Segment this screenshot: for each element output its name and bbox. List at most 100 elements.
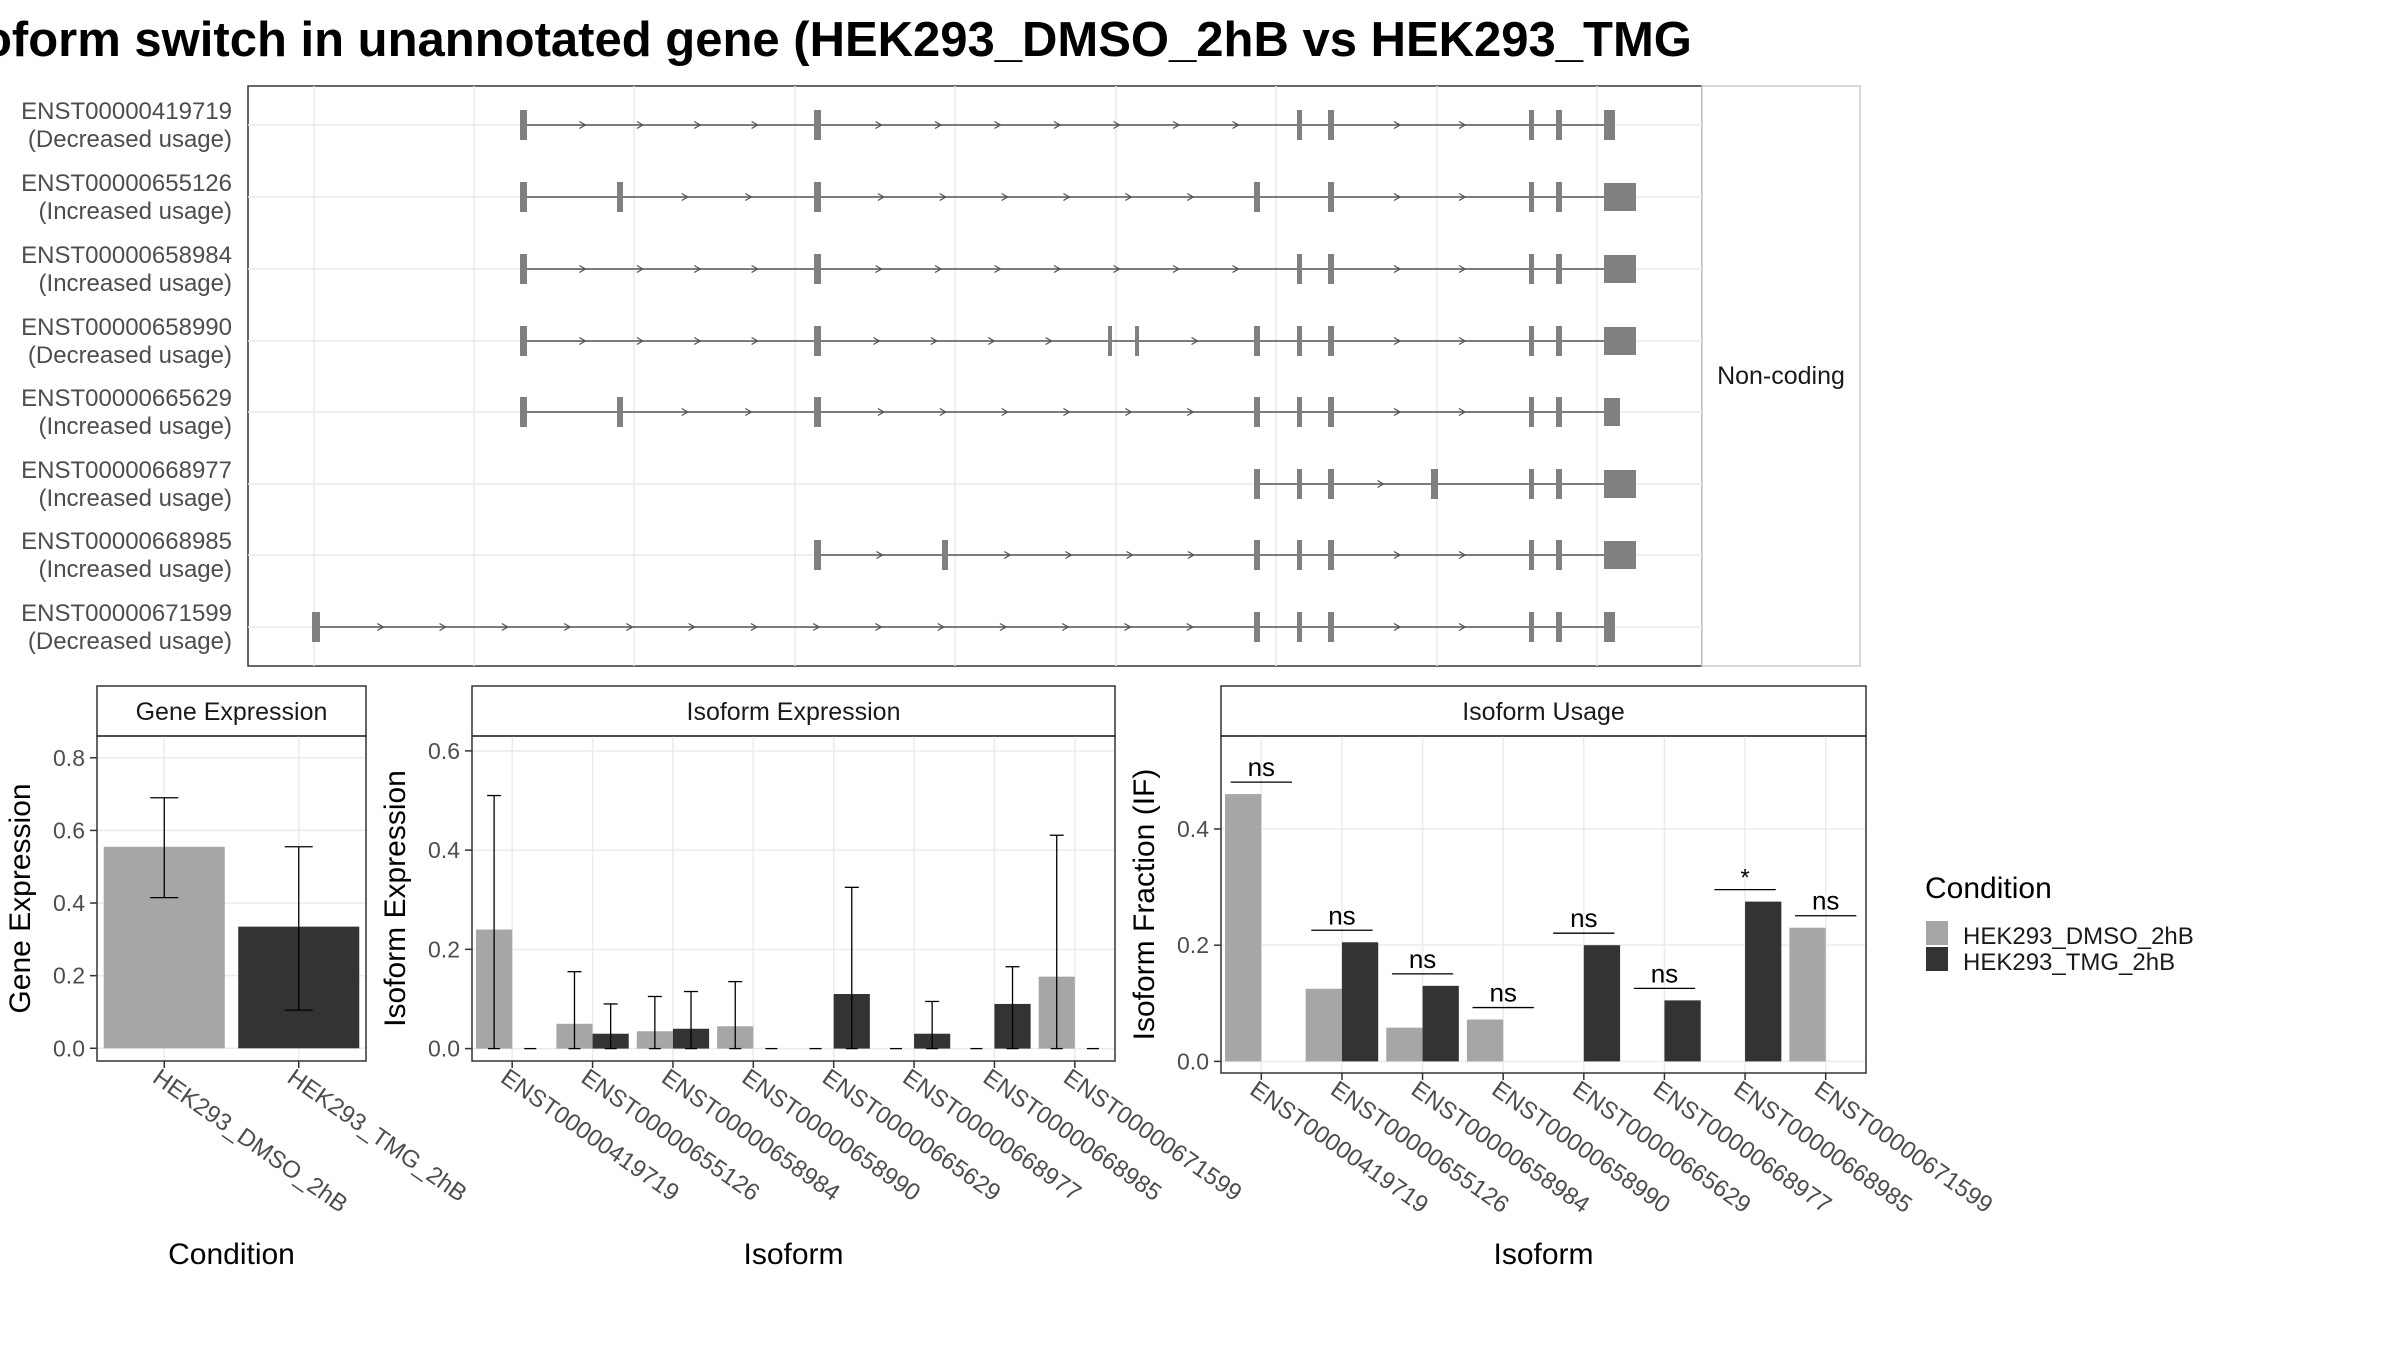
- strand-arrow: [1124, 407, 1133, 417]
- exon: [1108, 326, 1112, 356]
- panel-strip: [96, 685, 367, 737]
- strand-arrow: [1393, 550, 1402, 560]
- exon: [1604, 255, 1636, 283]
- transcript-usage: (Increased usage): [39, 413, 232, 440]
- legend-key-tmg: [1926, 947, 1948, 971]
- strand-arrow: [1393, 264, 1402, 274]
- legend-label-dmso: HEK293_DMSO_2hB: [1963, 923, 2194, 950]
- exon: [1254, 397, 1260, 427]
- exon: [1529, 110, 1534, 140]
- transcript-usage: (Decreased usage): [28, 342, 232, 369]
- bar: [1789, 927, 1826, 1062]
- exon: [814, 326, 821, 356]
- strand-arrow: [1063, 192, 1071, 202]
- transcript-label: ENST00000668985 (Increased usage): [21, 528, 232, 583]
- transcript-label: ENST00000658984 (Increased usage): [21, 242, 232, 297]
- significance-label: ns: [1328, 900, 1355, 930]
- exon: [1529, 469, 1534, 499]
- exon: [1556, 182, 1562, 212]
- y-tick-label: 0.2: [428, 936, 460, 962]
- strand-arrow: [1172, 120, 1181, 130]
- strand-arrow: [1113, 264, 1121, 274]
- strand-arrow: [1065, 550, 1073, 560]
- strand-arrow: [1186, 192, 1195, 202]
- exon: [520, 326, 527, 356]
- legend-title: Condition: [1925, 872, 2052, 905]
- exon: [1297, 110, 1302, 140]
- figure-title: oform switch in unannotated gene (HEK293…: [0, 13, 1692, 67]
- strand-arrow: [994, 120, 1002, 130]
- bar: [1664, 1000, 1701, 1062]
- exon: [814, 254, 821, 284]
- strand-arrow: [1458, 336, 1467, 346]
- exon: [1431, 469, 1438, 499]
- exon: [1556, 469, 1562, 499]
- strand-arrow: [1458, 192, 1467, 202]
- exon: [520, 110, 527, 140]
- significance-label: ns: [1248, 752, 1275, 782]
- panel-title: Gene Expression: [136, 698, 328, 726]
- exon: [814, 110, 821, 140]
- transcript-track: ENST00000655126 (Increased usage): [21, 170, 1702, 225]
- transcript-track: ENST00000658984 (Increased usage): [21, 242, 1702, 297]
- strand-arrow: [939, 192, 948, 202]
- strand-arrow: [1393, 120, 1402, 130]
- transcript-label: ENST00000671599 (Decreased usage): [21, 600, 232, 655]
- transcript-usage: (Increased usage): [39, 556, 232, 583]
- strand-arrow: [636, 336, 645, 346]
- strand-arrow: [875, 622, 883, 632]
- strand-arrow: [750, 622, 759, 632]
- strand-arrow: [751, 120, 759, 130]
- exon: [520, 254, 527, 284]
- transcript-name: ENST00000419719: [21, 98, 232, 125]
- strand-arrow: [751, 336, 759, 346]
- strand-arrow: [693, 120, 702, 130]
- strand-arrow: [987, 336, 996, 346]
- strand-arrow: [937, 622, 945, 632]
- panel-border: [1220, 735, 1867, 1074]
- transcript-label: ENST00000665629 (Increased usage): [21, 385, 232, 440]
- transcript-track: ENST00000658990 (Decreased usage): [21, 314, 1702, 369]
- exon: [1254, 469, 1260, 499]
- exon: [1604, 110, 1615, 140]
- structure-facet-label: Non-coding: [1717, 362, 1845, 390]
- bar: [1745, 901, 1782, 1062]
- y-axis-title: Isoform Expression: [379, 770, 412, 1027]
- transcript-name: ENST00000655126: [21, 170, 232, 197]
- strand-arrow: [439, 622, 447, 632]
- x-axis-title: Isoform: [743, 1238, 843, 1271]
- bar: [1386, 1027, 1423, 1062]
- transcript-usage: (Decreased usage): [28, 628, 232, 655]
- strand-arrow: [1053, 264, 1062, 274]
- strand-arrow: [1186, 622, 1195, 632]
- y-axis-title: Gene Expression: [4, 783, 37, 1013]
- y-tick-label: 0.4: [53, 890, 85, 916]
- exon: [1556, 612, 1562, 642]
- strand-arrow: [994, 264, 1002, 274]
- strand-arrow: [1003, 550, 1012, 560]
- strand-arrow: [681, 407, 689, 417]
- exon: [1297, 540, 1302, 570]
- transcript-usage: (Increased usage): [39, 485, 232, 512]
- transcript-name: ENST00000658984: [21, 242, 232, 269]
- transcript-track: ENST00000671599 (Decreased usage): [21, 600, 1702, 655]
- legend-key-dmso: [1926, 921, 1948, 945]
- strand-arrow: [1458, 550, 1467, 560]
- y-tick-label: 0.2: [1177, 932, 1209, 958]
- transcript-label: ENST00000658990 (Decreased usage): [21, 314, 232, 369]
- exon: [1604, 398, 1620, 426]
- exon: [1604, 541, 1636, 569]
- panel-strip: [471, 685, 1116, 737]
- y-tick-label: 0.8: [53, 745, 85, 771]
- significance-label: ns: [1570, 903, 1597, 933]
- exon: [1297, 326, 1302, 356]
- exon: [617, 182, 623, 212]
- exon: [1254, 540, 1260, 570]
- strand-arrow: [1113, 120, 1121, 130]
- exon: [1556, 110, 1562, 140]
- strand-arrow: [1232, 120, 1240, 130]
- exon: [1328, 540, 1334, 570]
- exon: [1529, 182, 1534, 212]
- transcript-name: ENST00000668985: [21, 528, 232, 555]
